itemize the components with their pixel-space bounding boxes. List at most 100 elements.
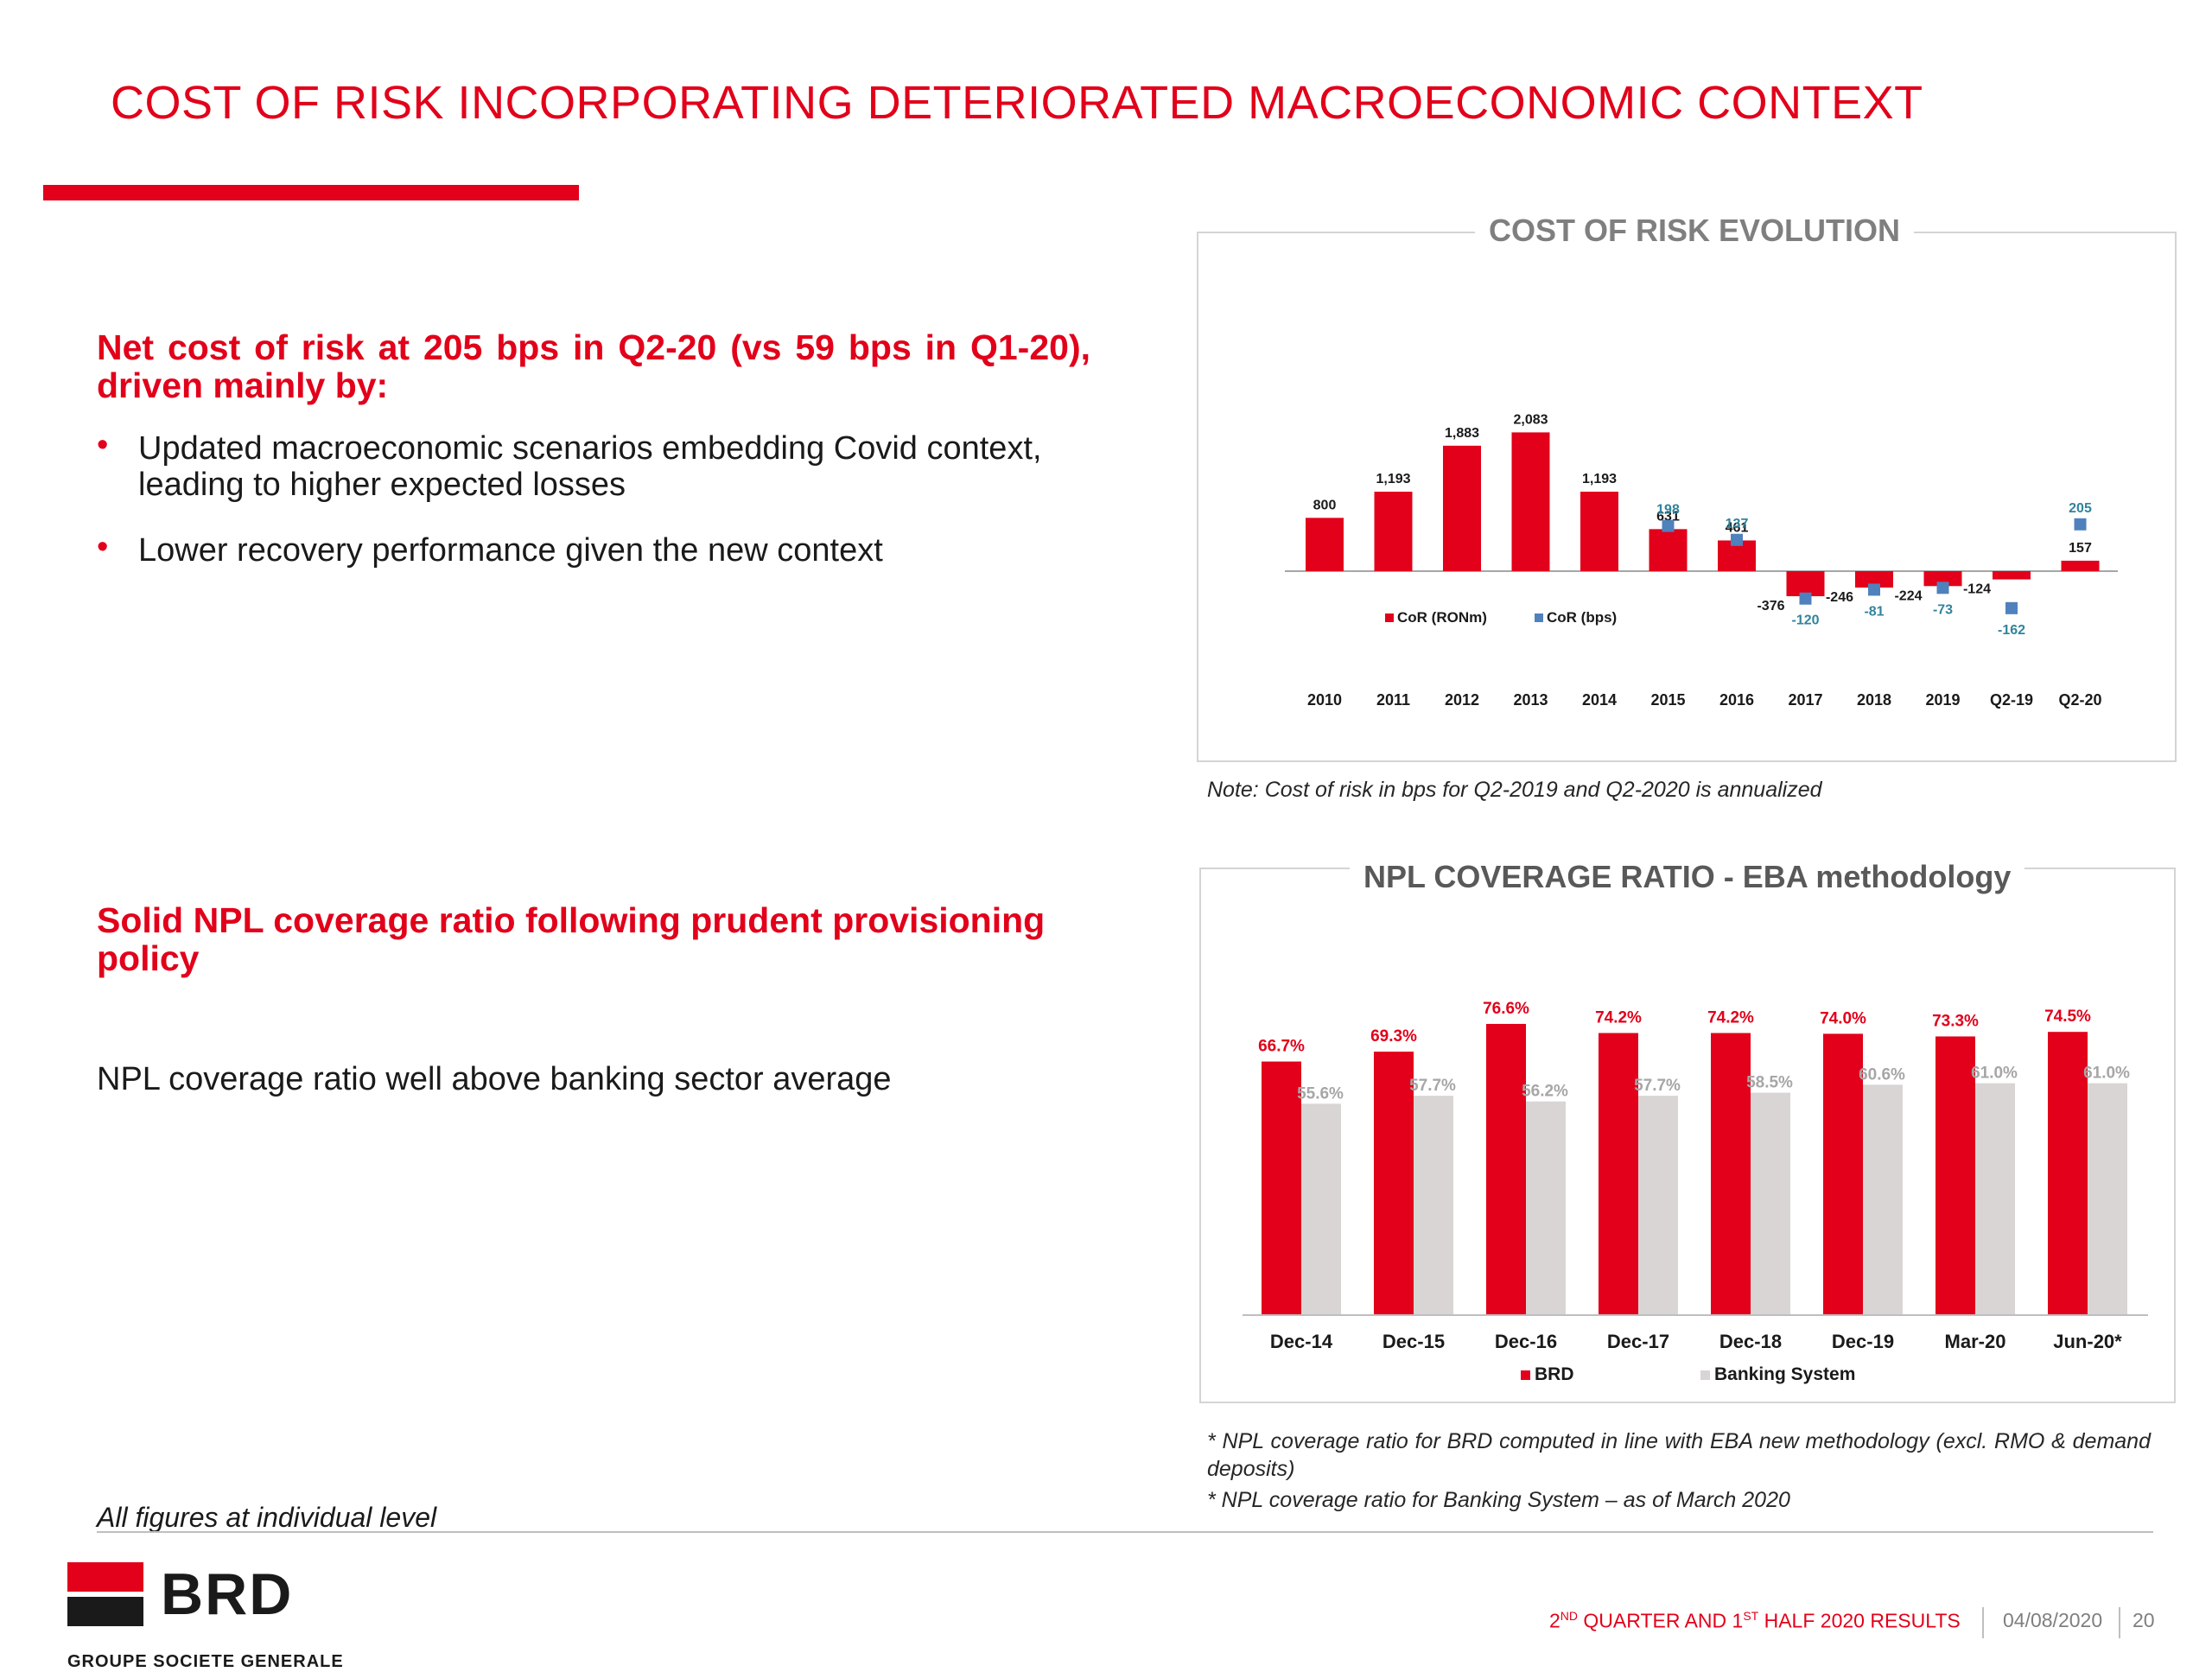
cost-of-risk-heading: Net cost of risk at 205 bps in Q2-20 (vs…	[97, 327, 1090, 405]
x-tick-label: 2010	[1307, 691, 1342, 709]
cor-ronm-label: 157	[2069, 541, 2092, 556]
cor-bps-label: -162	[1998, 623, 2025, 638]
banking-system-bar	[1751, 1092, 1790, 1315]
bullet-icon: •	[97, 529, 109, 565]
x-tick-label: Dec-18	[1719, 1331, 1782, 1352]
figures-note: All figures at individual level	[97, 1502, 437, 1533]
brd-bar	[1599, 1033, 1638, 1315]
npl-footnote-brd: * NPL coverage ratio for BRD computed in…	[1207, 1429, 2151, 1481]
npl-coverage-text: NPL coverage ratio well above banking se…	[97, 1061, 892, 1097]
x-tick-label: Mar-20	[1945, 1331, 2006, 1352]
x-tick-label: Dec-16	[1495, 1331, 1557, 1352]
brd-bar	[1262, 1061, 1301, 1315]
x-tick-label: 2013	[1513, 691, 1548, 709]
cor-ronm-bar	[1306, 518, 1344, 571]
legend-swatch-cor-ronm	[1385, 613, 1394, 622]
brd-logo-icon	[67, 1562, 143, 1626]
x-tick-label: 2019	[1925, 691, 1960, 709]
cost-of-risk-bullets: • Updated macroeconomic scenarios embedd…	[97, 427, 1116, 598]
x-tick-label: 2015	[1650, 691, 1685, 709]
cor-bps-label: -73	[1933, 602, 1953, 617]
cor-bps-label: 198	[1656, 503, 1680, 518]
x-tick-label: 2017	[1788, 691, 1822, 709]
cor-ronm-bar	[1580, 492, 1618, 571]
banking-system-bar	[1301, 1103, 1341, 1315]
x-tick-label: 2012	[1445, 691, 1479, 709]
banking-value-label: 55.6%	[1297, 1084, 1344, 1103]
footer-report-title: 2ND QUARTER AND 1ST HALF 2020 RESULTS	[1549, 1609, 1961, 1632]
cor-ronm-bar	[1511, 432, 1550, 571]
cor-ronm-label: 461	[1726, 520, 1749, 535]
cost-of-risk-chart-title: COST OF RISK EVOLUTION	[1475, 213, 1915, 249]
banking-system-bar	[2088, 1083, 2127, 1315]
npl-coverage-heading: Solid NPL coverage ratio following prude…	[97, 900, 1046, 978]
cor-ronm-label: 1,193	[1582, 472, 1617, 486]
cor-bps-marker	[1868, 583, 1880, 596]
cor-ronm-label: -376	[1757, 599, 1784, 613]
brd-bar	[1374, 1052, 1414, 1315]
npl-coverage-chart: 66.7% 55.6% Dec-14 69.3% 57.7% Dec-15 76.6% 56.…	[1243, 1000, 2148, 1384]
banking-value-label: 57.7%	[1409, 1077, 1456, 1095]
cor-ronm-label: -124	[1963, 582, 1991, 597]
page-title: COST OF RISK INCORPORATING DETERIORATED …	[111, 77, 1923, 129]
cor-ronm-bar	[1993, 571, 2031, 580]
brd-value-label: 74.2%	[1707, 1009, 1754, 1027]
cor-ronm-bar	[1786, 571, 1825, 596]
cor-bps-marker	[2005, 601, 2018, 614]
cor-ronm-label: 1,883	[1445, 426, 1479, 441]
brd-value-label: 73.3%	[1932, 1012, 1979, 1030]
brd-value-label: 74.5%	[2044, 1008, 2091, 1026]
cor-ronm-bar	[1649, 529, 1688, 571]
footer-separator	[1982, 1607, 1984, 1638]
brd-logo-subtitle: GROUPE SOCIETE GENERALE	[67, 1652, 344, 1671]
x-tick-label: Dec-17	[1607, 1331, 1669, 1352]
footer-date: 04/08/2020	[2003, 1609, 2103, 1631]
cor-ronm-bar	[1374, 492, 1413, 571]
x-tick-label: Dec-15	[1382, 1331, 1445, 1352]
legend-label-cor-bps: CoR (bps)	[1547, 609, 1617, 626]
x-tick-label: Dec-19	[1832, 1331, 1894, 1352]
legend-label-banking-system: Banking System	[1714, 1364, 1855, 1384]
bullet-item: • Lower recovery performance given the n…	[97, 529, 1116, 569]
banking-system-bar	[1638, 1096, 1678, 1315]
cor-bps-marker	[1799, 592, 1812, 605]
legend-swatch-banking-system	[1700, 1370, 1710, 1380]
bullet-item: • Updated macroeconomic scenarios embedd…	[97, 427, 1116, 503]
cor-ronm-label: -224	[1894, 588, 1922, 603]
x-tick-label: Q2-19	[1990, 691, 2033, 709]
banking-system-bar	[1414, 1096, 1453, 1315]
cor-bps-label: -81	[1864, 604, 1884, 619]
banking-value-label: 61.0%	[2083, 1065, 2130, 1083]
cor-ronm-bar	[2061, 560, 2100, 571]
brd-bar	[1486, 1023, 1526, 1315]
legend-label-brd: BRD	[1535, 1364, 1574, 1384]
x-tick-label: Q2-20	[2058, 691, 2101, 709]
x-tick-label: Jun-20*	[2053, 1331, 2122, 1352]
legend-label-cor-ronm: CoR (RONm)	[1397, 609, 1487, 626]
footer-separator	[2119, 1607, 2120, 1638]
brd-value-label: 66.7%	[1258, 1038, 1305, 1056]
bullet-icon: •	[97, 427, 109, 463]
cost-of-risk-note: Note: Cost of risk in bps for Q2-2019 an…	[1207, 778, 1822, 802]
banking-value-label: 57.7%	[1634, 1077, 1681, 1095]
bullet-text: Lower recovery performance given the new…	[138, 532, 883, 569]
page-number: 20	[2133, 1609, 2155, 1631]
title-accent-bar	[43, 185, 579, 200]
cor-bps-marker	[1936, 582, 1949, 594]
brd-bar	[1823, 1033, 1863, 1315]
legend-swatch-brd	[1521, 1370, 1530, 1380]
cor-bps-label: 205	[2069, 501, 2092, 516]
x-tick-label: 2018	[1857, 691, 1891, 709]
brd-value-label: 76.6%	[1483, 1000, 1529, 1018]
npl-footnote-banking: * NPL coverage ratio for Banking System …	[1207, 1488, 1790, 1512]
bullet-text: Updated macroeconomic scenarios embeddin…	[138, 430, 1042, 503]
x-tick-label: 2016	[1719, 691, 1754, 709]
npl-coverage-chart-title: NPL COVERAGE RATIO - EBA methodology	[1350, 859, 2025, 895]
legend-swatch-cor-bps	[1535, 613, 1543, 622]
cor-ronm-bar	[1923, 571, 1962, 587]
brd-value-label: 74.2%	[1595, 1009, 1642, 1027]
cor-ronm-label: 2,083	[1513, 412, 1548, 427]
x-tick-label: 2011	[1376, 691, 1410, 709]
cost-of-risk-chart: 800 2010 1,193 2011 1,883 2012 2,083 2013 1,193 2…	[1285, 412, 2118, 709]
cor-bps-marker	[2074, 518, 2087, 531]
